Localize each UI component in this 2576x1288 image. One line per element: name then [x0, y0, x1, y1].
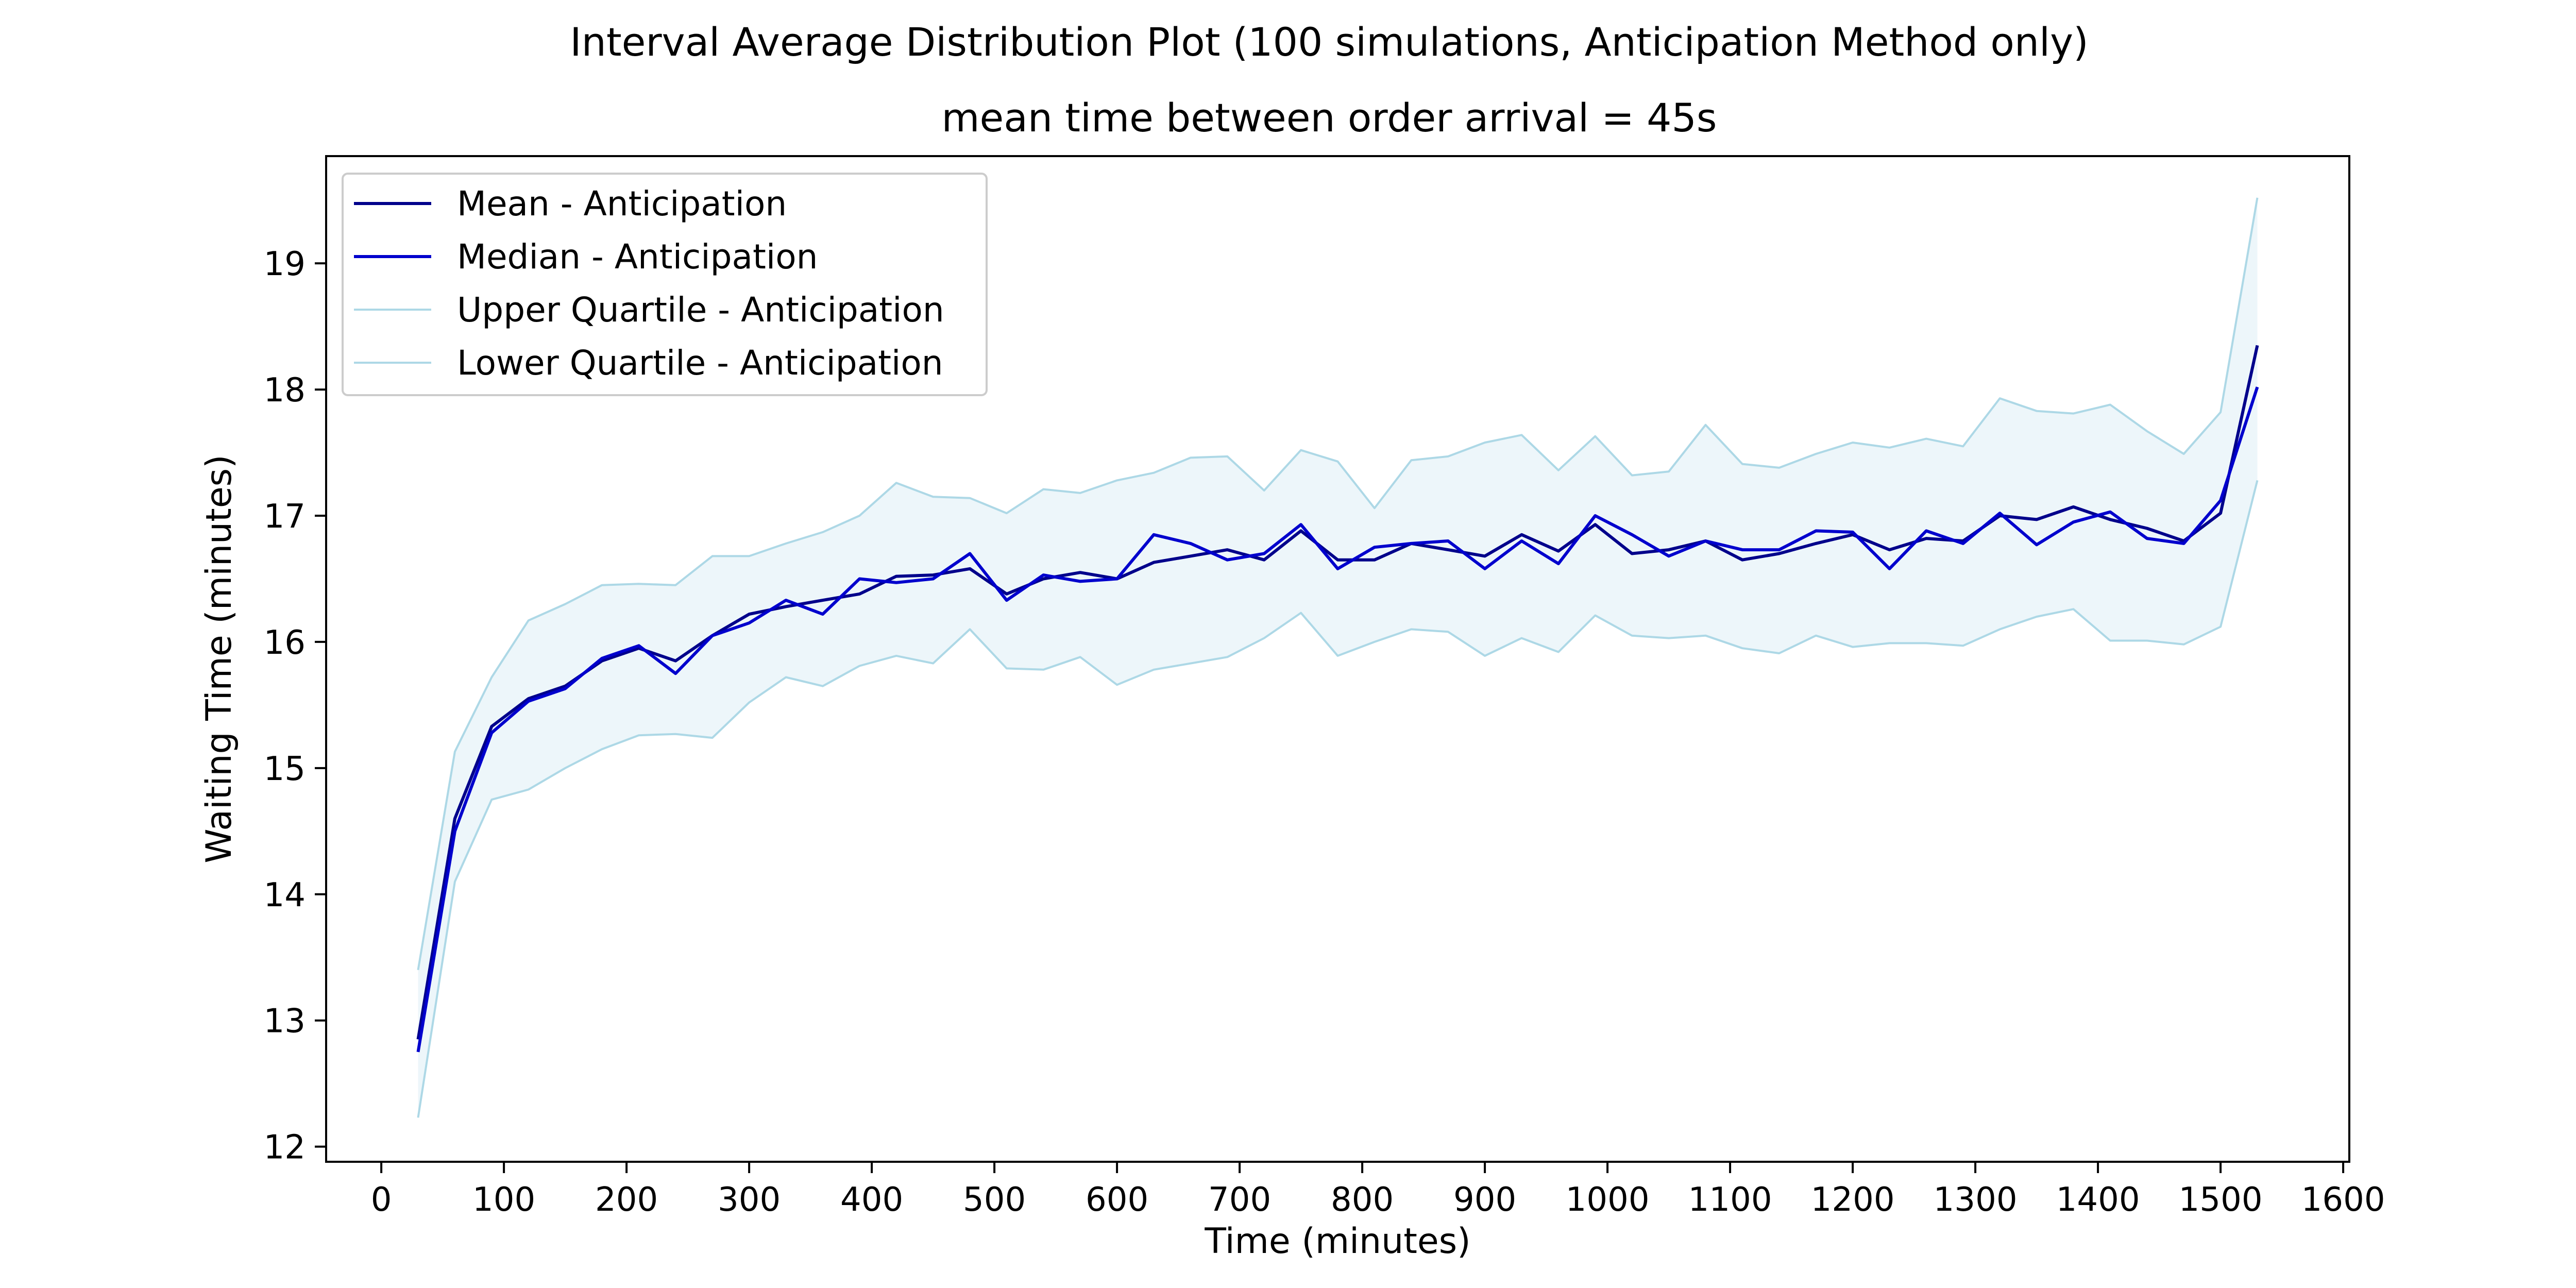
x-tick-label: 500 [963, 1181, 1026, 1219]
quartile-band [418, 197, 2258, 1118]
quartile-band-layer [418, 197, 2258, 1118]
legend-entry-label: Upper Quartile - Anticipation [457, 290, 944, 330]
x-tick-label: 1500 [2179, 1181, 2263, 1219]
y-tick-label: 16 [264, 624, 306, 662]
x-tick-label: 400 [840, 1181, 903, 1219]
x-tick-label: 1600 [2301, 1181, 2385, 1219]
legend-entry-label: Median - Anticipation [457, 237, 818, 277]
x-tick-label: 300 [718, 1181, 781, 1219]
series-layer [416, 197, 2259, 1118]
x-tick-label: 600 [1086, 1181, 1148, 1219]
x-tick-label: 1300 [1934, 1181, 2018, 1219]
x-tick-label: 1000 [1566, 1181, 1650, 1219]
chart-title: Interval Average Distribution Plot (100 … [570, 19, 2089, 65]
legend-box [342, 173, 988, 396]
x-axis-label: Time (minutes) [1204, 1221, 1470, 1262]
plot-area-frame [325, 155, 2350, 1163]
y-axis: 12 13 14 15 16 17 18 19 [264, 245, 326, 1167]
series-line-upper-quartile-anticipation [417, 197, 2259, 971]
x-tick-label: 200 [595, 1181, 658, 1219]
x-tick-label: 800 [1331, 1181, 1394, 1219]
x-tick-label: 0 [371, 1181, 392, 1219]
y-tick-label: 18 [264, 371, 306, 410]
y-tick-label: 14 [264, 876, 306, 914]
series-line-lower-quartile-anticipation [417, 480, 2259, 1118]
legend: Mean - Anticipation Median - Anticipation… [342, 173, 988, 396]
x-tick-label: 900 [1453, 1181, 1516, 1219]
x-axis: 0 100 200 300 400 500 600 700 800 900 1000 1100 1200… [371, 1162, 2385, 1219]
y-tick-label: 19 [264, 245, 306, 283]
y-tick-label: 12 [264, 1129, 306, 1167]
x-tick-label: 1200 [1811, 1181, 1895, 1219]
series-line-median-anticipation [416, 386, 2259, 1053]
legend-entry-label: Mean - Anticipation [457, 184, 787, 224]
y-axis-label: Waiting Time (minutes) [199, 454, 240, 863]
x-tick-label: 1400 [2056, 1181, 2140, 1219]
x-tick-label: 1100 [1688, 1181, 1772, 1219]
x-tick-label: 700 [1208, 1181, 1271, 1219]
y-tick-label: 15 [264, 750, 306, 788]
y-tick-label: 13 [264, 1003, 306, 1041]
chart-subtitle: mean time between order arrival = 45s [942, 95, 1717, 141]
y-tick-label: 17 [264, 498, 306, 536]
legend-entry-label: Lower Quartile - Anticipation [457, 343, 943, 383]
x-tick-label: 100 [472, 1181, 535, 1219]
